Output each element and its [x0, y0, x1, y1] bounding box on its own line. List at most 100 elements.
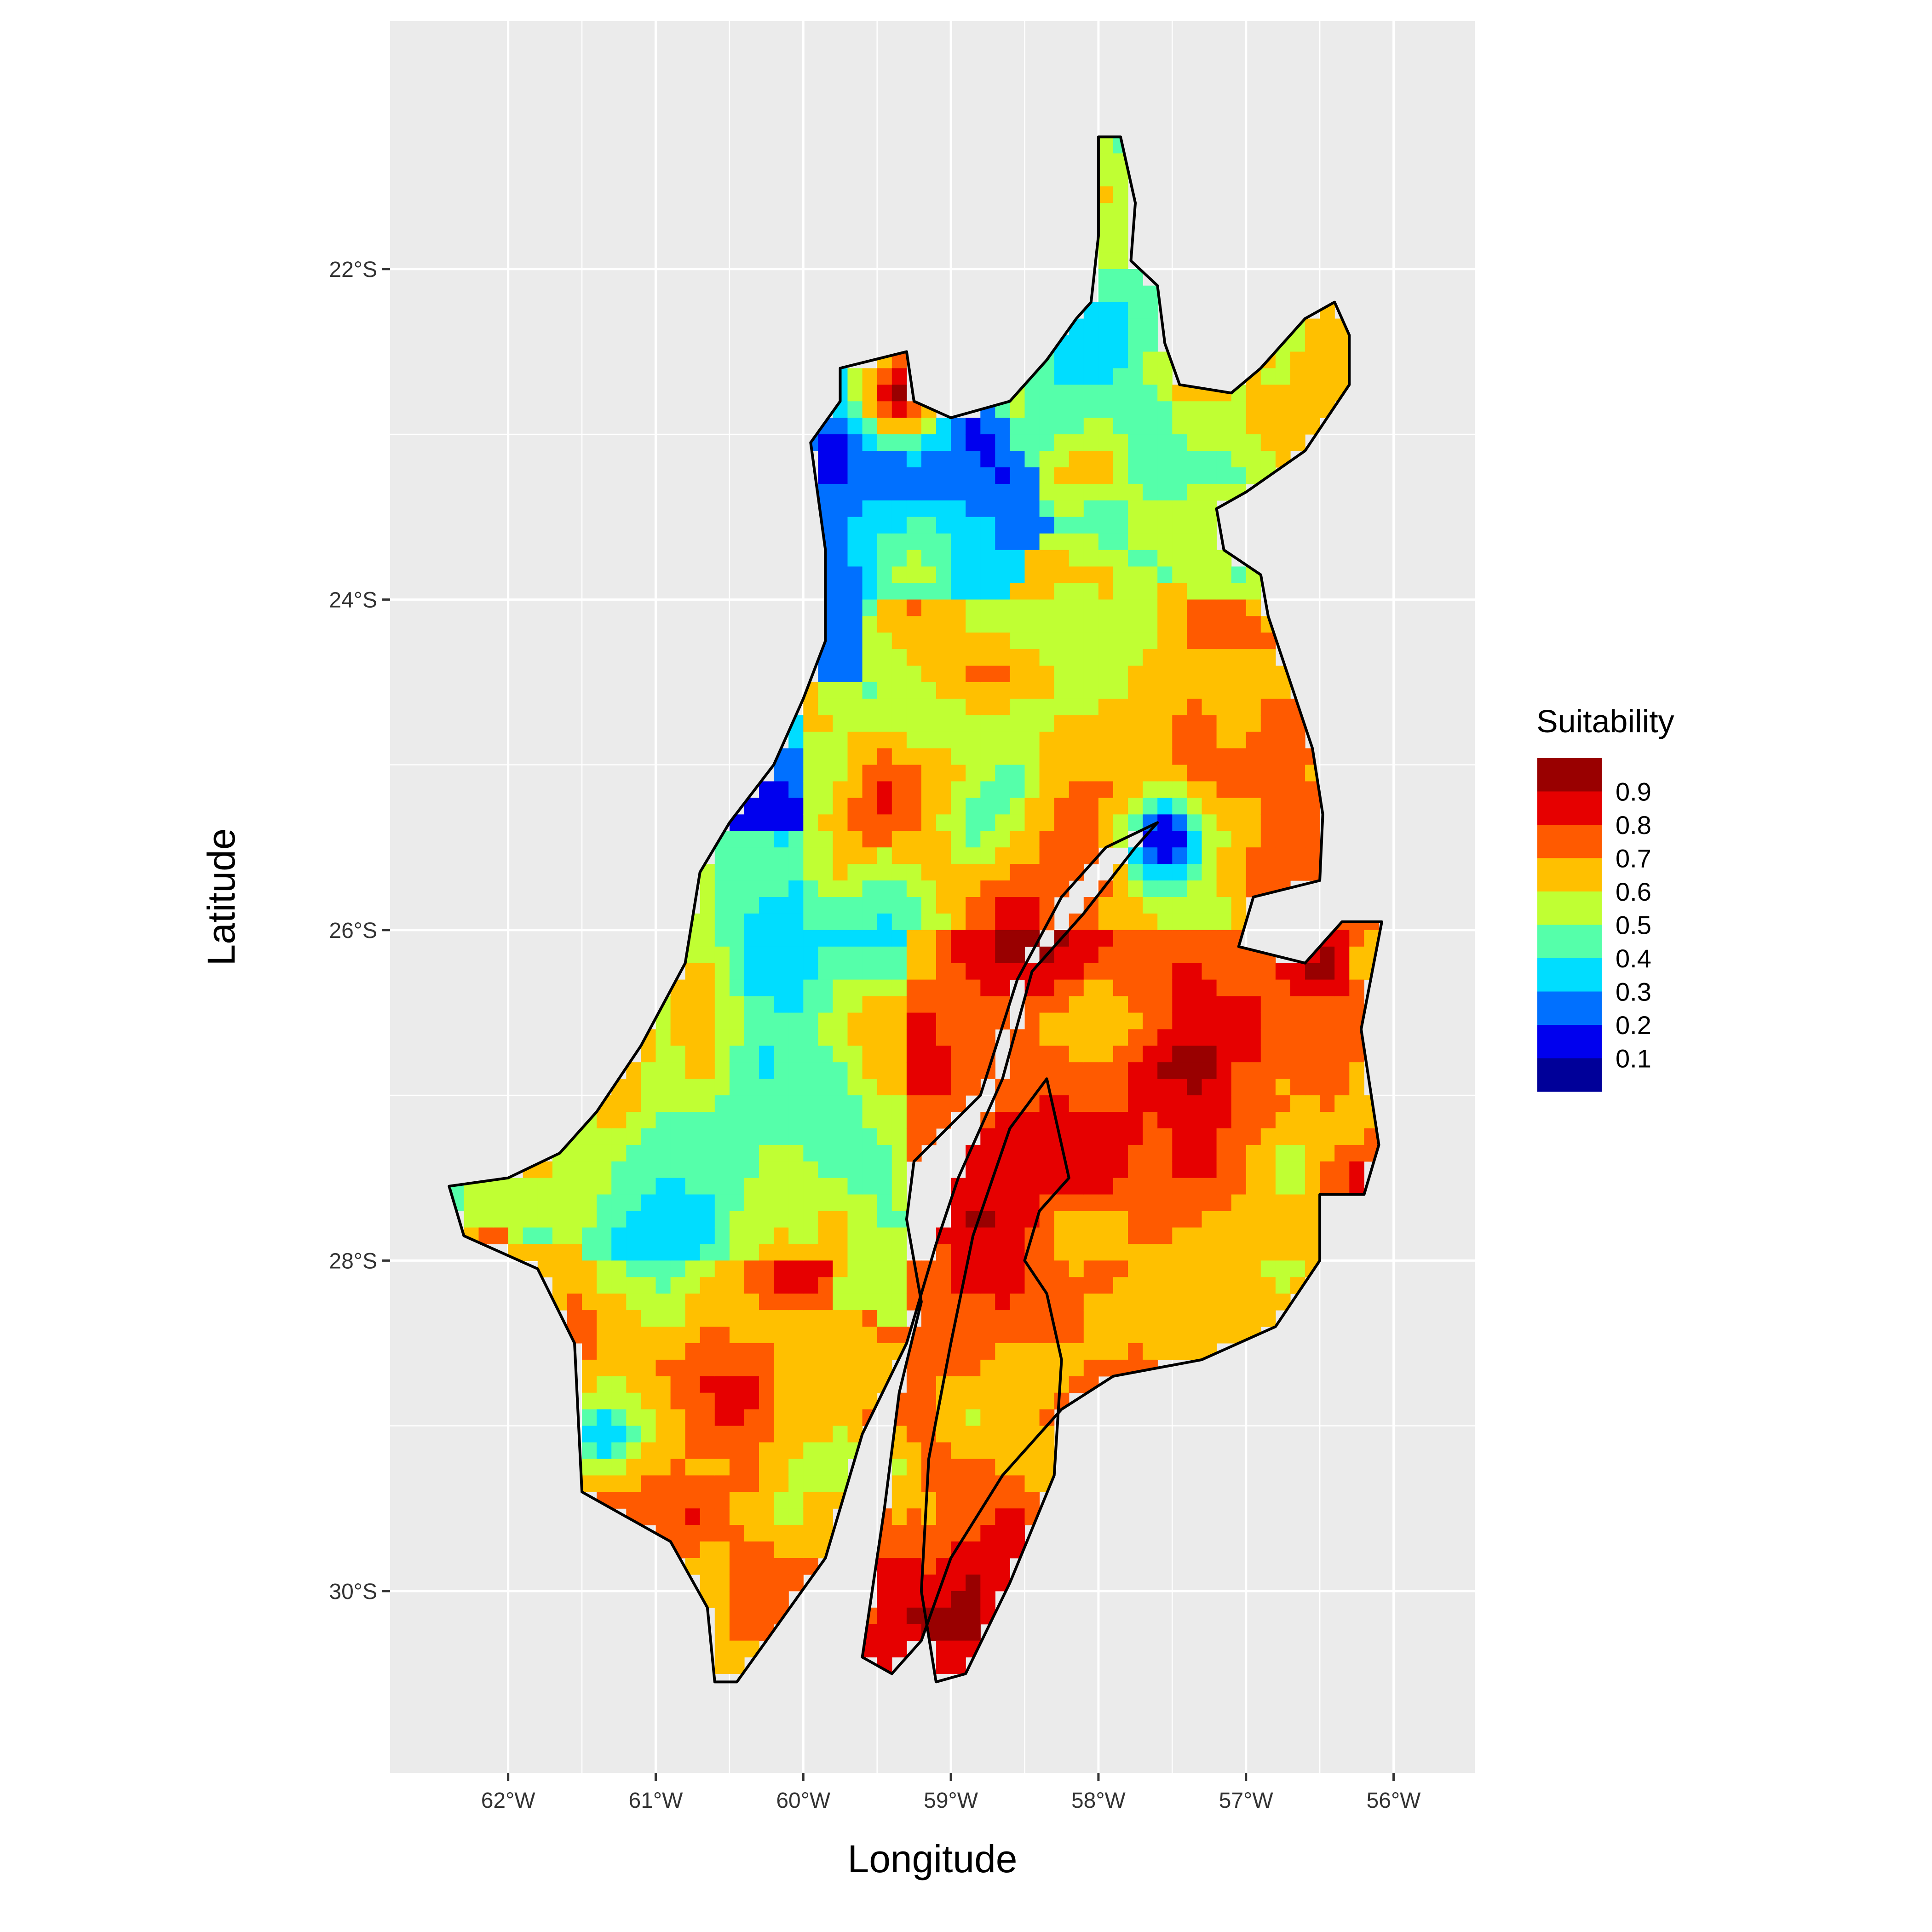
raster-cell [582, 1343, 597, 1360]
raster-cell [891, 550, 907, 567]
raster-cell [1275, 979, 1291, 997]
raster-cell [966, 1574, 981, 1592]
raster-cell [1305, 798, 1320, 815]
raster-cell [1275, 351, 1291, 368]
raster-cell [1202, 500, 1217, 518]
raster-cell [818, 1178, 834, 1195]
raster-cell [700, 1294, 715, 1311]
raster-cell [906, 682, 922, 699]
raster-cell [759, 1112, 774, 1129]
raster-cell [995, 550, 1010, 567]
raster-cell [891, 996, 907, 1013]
raster-cell [906, 880, 922, 897]
raster-cell [1305, 368, 1320, 385]
raster-cell [1098, 1062, 1114, 1079]
raster-cell [936, 1294, 951, 1311]
raster-cell [1157, 550, 1173, 567]
raster-cell [1083, 765, 1099, 782]
raster-cell [921, 434, 937, 451]
raster-cell [921, 1359, 937, 1377]
raster-cell [1320, 1012, 1335, 1029]
raster-cell [537, 1178, 553, 1195]
raster-cell [891, 533, 907, 551]
raster-cell [626, 1359, 641, 1377]
raster-cell [1010, 731, 1025, 749]
raster-cell [1231, 1260, 1247, 1277]
raster-cell [877, 814, 892, 831]
raster-cell [685, 1376, 701, 1393]
raster-cell [1246, 963, 1261, 980]
raster-cell [567, 1310, 582, 1327]
raster-cell [744, 1178, 759, 1195]
raster-cell [670, 1459, 686, 1476]
raster-cell [1187, 632, 1202, 650]
raster-cell [877, 1227, 892, 1244]
legend-label: 0.4 [1616, 944, 1651, 973]
raster-cell [966, 781, 981, 798]
raster-cell [1187, 666, 1202, 683]
raster-cell [1143, 1128, 1158, 1145]
raster-cell [818, 467, 834, 484]
raster-cell [1231, 963, 1247, 980]
raster-cell [1098, 566, 1114, 583]
raster-cell [1069, 1359, 1084, 1377]
raster-cell [980, 1376, 995, 1393]
raster-cell [877, 550, 892, 567]
raster-cell [847, 1161, 863, 1179]
raster-cell [1231, 434, 1247, 451]
raster-cell [995, 1294, 1010, 1311]
raster-cell [1231, 946, 1247, 964]
raster-cell [891, 1012, 907, 1029]
raster-cell [847, 996, 863, 1013]
raster-cell [936, 434, 951, 451]
raster-cell [966, 533, 981, 551]
raster-cell [685, 1492, 701, 1509]
raster-cell [1069, 467, 1084, 484]
raster-cell [891, 1244, 907, 1261]
raster-cell [1216, 566, 1232, 583]
raster-cell [1246, 1310, 1261, 1327]
raster-cell [1069, 963, 1084, 980]
raster-cell [744, 1244, 759, 1261]
raster-cell [1187, 1095, 1202, 1112]
raster-cell [1069, 1260, 1084, 1277]
raster-cell [891, 385, 907, 402]
raster-cell [1349, 1178, 1364, 1195]
raster-cell [1202, 583, 1217, 600]
raster-cell [995, 979, 1010, 997]
raster-cell [685, 1359, 701, 1377]
raster-cell [1098, 682, 1114, 699]
raster-cell [1054, 781, 1070, 798]
raster-cell [1320, 1062, 1335, 1079]
raster-cell [597, 1161, 612, 1179]
raster-cell [906, 1607, 922, 1625]
raster-cell [877, 798, 892, 815]
raster-cell [1069, 781, 1084, 798]
raster-cell [597, 1128, 612, 1145]
raster-cell [714, 1359, 730, 1377]
raster-cell [921, 418, 937, 435]
raster-cell [1113, 203, 1128, 220]
raster-cell [1098, 1294, 1114, 1311]
raster-cell [966, 864, 981, 881]
legend-swatch [1537, 1025, 1602, 1058]
raster-cell [1231, 698, 1247, 716]
raster-cell [714, 1046, 730, 1063]
raster-cell [1128, 1046, 1143, 1063]
raster-cell [567, 1294, 582, 1311]
raster-cell [1024, 781, 1040, 798]
raster-cell [862, 434, 878, 451]
y-tick-label: 24°S [329, 588, 377, 612]
raster-cell [951, 814, 966, 831]
raster-cell [1216, 467, 1232, 484]
raster-cell [862, 483, 878, 501]
raster-cell [567, 1144, 582, 1162]
raster-cell [966, 963, 981, 980]
raster-cell [597, 1112, 612, 1129]
raster-cell [906, 715, 922, 732]
raster-cell [995, 533, 1010, 551]
raster-cell [833, 731, 848, 749]
raster-cell [1098, 401, 1114, 418]
raster-cell [1260, 451, 1276, 468]
raster-cell [803, 1310, 818, 1327]
